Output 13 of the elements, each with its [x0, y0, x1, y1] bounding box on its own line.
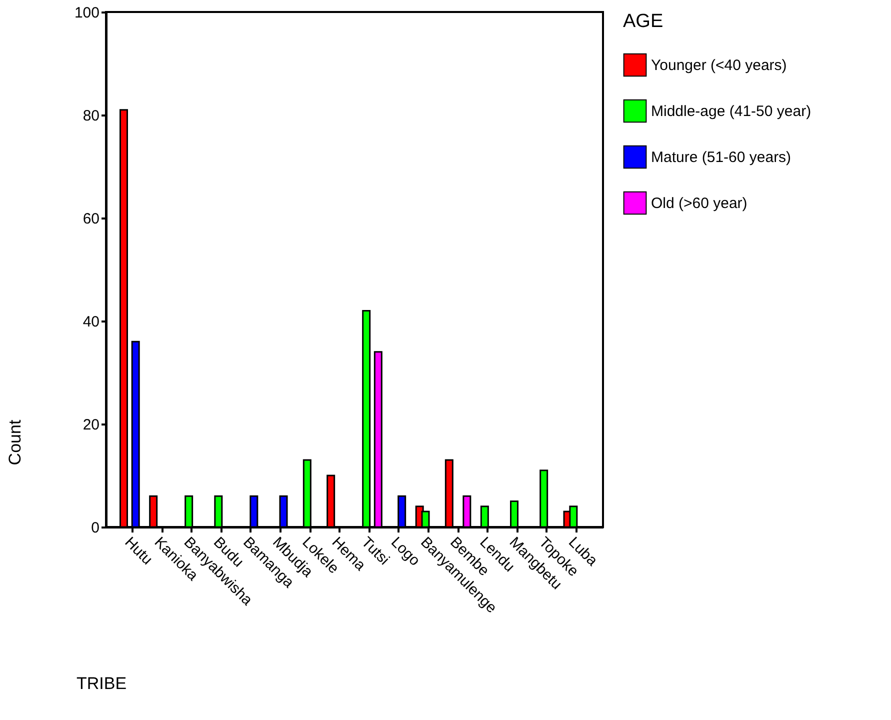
y-tick-label: 80: [82, 108, 100, 124]
legend-label: Middle-age (41-50 year): [651, 103, 812, 120]
y-tick-label: 0: [91, 520, 100, 536]
y-tick-label: 20: [82, 416, 100, 434]
y-tick-label: 100: [74, 4, 100, 22]
legend-title: AGE: [623, 11, 664, 32]
legend-label: Mature (51-60 years): [651, 149, 792, 166]
y-tick-label: 60: [82, 210, 100, 228]
y-axis-title: Count: [5, 420, 24, 466]
y-tick-label: 40: [82, 314, 100, 330]
x-axis-title: TRIBE: [76, 674, 127, 693]
legend-label: Old (>60 year): [651, 195, 748, 212]
legend-label: Younger (<40 years): [651, 57, 787, 74]
